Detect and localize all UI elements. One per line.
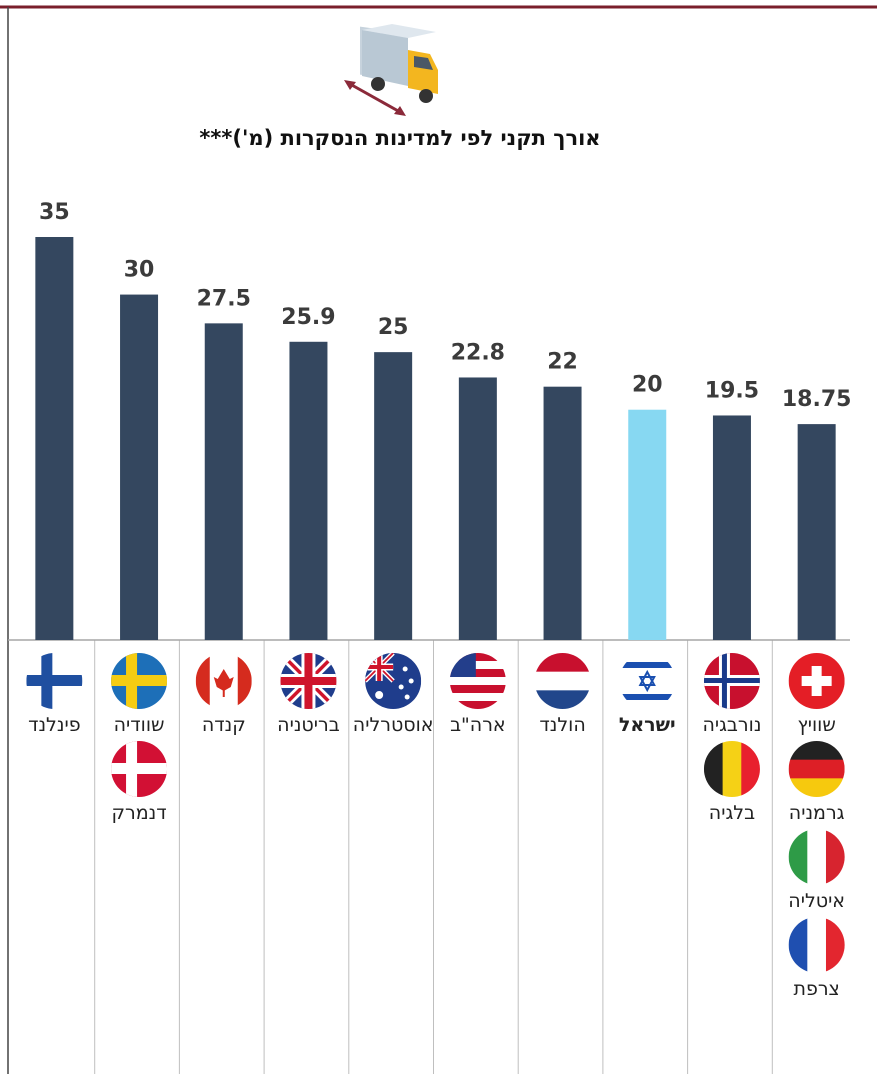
value-label: 25 — [378, 315, 409, 340]
flag-part — [280, 677, 336, 685]
flag — [535, 653, 591, 710]
flag-part — [450, 653, 506, 661]
bar — [713, 415, 751, 640]
bar — [35, 237, 73, 640]
flag — [365, 653, 421, 709]
flag-part — [789, 829, 808, 885]
category-label: איטליה — [788, 890, 845, 912]
flag — [280, 653, 336, 709]
flag-part — [789, 741, 845, 760]
flag-part — [535, 690, 591, 709]
page: {"chart_data": {"type": "bar", "title": … — [0, 0, 877, 1074]
flag-part — [26, 675, 82, 686]
bar — [289, 342, 327, 640]
flag-part — [704, 678, 760, 683]
flag — [619, 653, 675, 709]
flag-part — [238, 653, 252, 709]
flag-part — [450, 653, 476, 677]
value-label: 22.8 — [451, 340, 505, 365]
flag-part — [196, 653, 210, 709]
bar — [374, 352, 412, 640]
flag-part — [826, 829, 845, 885]
flag — [789, 653, 845, 709]
flag-part — [405, 695, 410, 700]
flag-part — [789, 917, 808, 973]
flag-part — [807, 917, 826, 973]
category-label: אוסטרליה — [353, 714, 434, 736]
flag-part — [789, 778, 845, 797]
flag — [789, 917, 846, 973]
flag-part — [535, 672, 591, 691]
value-label: 19.5 — [705, 378, 759, 403]
category-label: בלגיה — [709, 802, 755, 824]
chart-title: אורך תקני לפי למדינות הנסקרות (מ')*** — [199, 126, 600, 150]
category-label: פינלנד — [28, 714, 81, 736]
flag-part — [403, 667, 408, 672]
flag-part — [399, 685, 404, 690]
category-label: שוויץ — [797, 714, 835, 736]
flag — [111, 653, 167, 709]
flag-part — [111, 675, 167, 686]
truck-icon — [344, 24, 438, 116]
flag-part — [409, 679, 414, 684]
flag-part — [450, 693, 506, 701]
category-label: נורבגיה — [702, 714, 761, 736]
flag — [789, 741, 845, 798]
flag-part — [704, 741, 723, 797]
category-label: הולנד — [539, 714, 585, 736]
flag-part — [365, 665, 393, 669]
category-label: קנדה — [202, 714, 246, 736]
flag-part — [535, 653, 591, 672]
flag-part — [619, 653, 675, 709]
value-label: 30 — [124, 258, 155, 283]
category-label: שוודיה — [114, 714, 165, 736]
flag-part — [723, 741, 742, 797]
flag-part — [802, 676, 832, 686]
flag-part — [826, 917, 845, 973]
value-label: 27.5 — [197, 286, 251, 311]
flag — [789, 829, 846, 885]
flag — [196, 653, 252, 709]
flag-part — [619, 694, 675, 700]
category-label: בריטניה — [277, 714, 340, 736]
value-label: 18.75 — [782, 387, 852, 412]
chart: אורך תקני לפי למדינות הנסקרות (מ')*** 35… — [0, 0, 877, 1074]
bar — [628, 410, 666, 640]
flag — [450, 653, 506, 709]
category-label: צרפת — [793, 978, 839, 1000]
bar — [459, 377, 497, 640]
category-label: גרמניה — [789, 802, 845, 824]
bar — [544, 387, 582, 640]
flag-part — [375, 691, 383, 699]
flag-part — [223, 689, 225, 697]
flag — [704, 741, 761, 797]
flag-part — [807, 829, 826, 885]
category-label: דנמרק — [112, 802, 167, 824]
category-label: ישראל — [619, 714, 676, 736]
value-label: 22 — [547, 350, 578, 375]
category-label: ארה"ב — [450, 714, 506, 736]
value-label: 25.9 — [281, 305, 335, 330]
bar — [798, 424, 836, 640]
flag — [704, 653, 760, 709]
flag — [111, 741, 167, 797]
value-label: 35 — [39, 200, 70, 225]
flag-part — [741, 741, 760, 797]
flag-part — [789, 760, 845, 779]
bar — [120, 295, 158, 640]
flag-part — [450, 677, 506, 685]
bar — [205, 323, 243, 640]
flag — [26, 653, 82, 709]
flag-part — [619, 662, 675, 668]
flag-part — [111, 763, 167, 774]
flag-part — [450, 685, 506, 693]
value-label: 20 — [632, 373, 663, 398]
flag-part — [450, 701, 506, 709]
